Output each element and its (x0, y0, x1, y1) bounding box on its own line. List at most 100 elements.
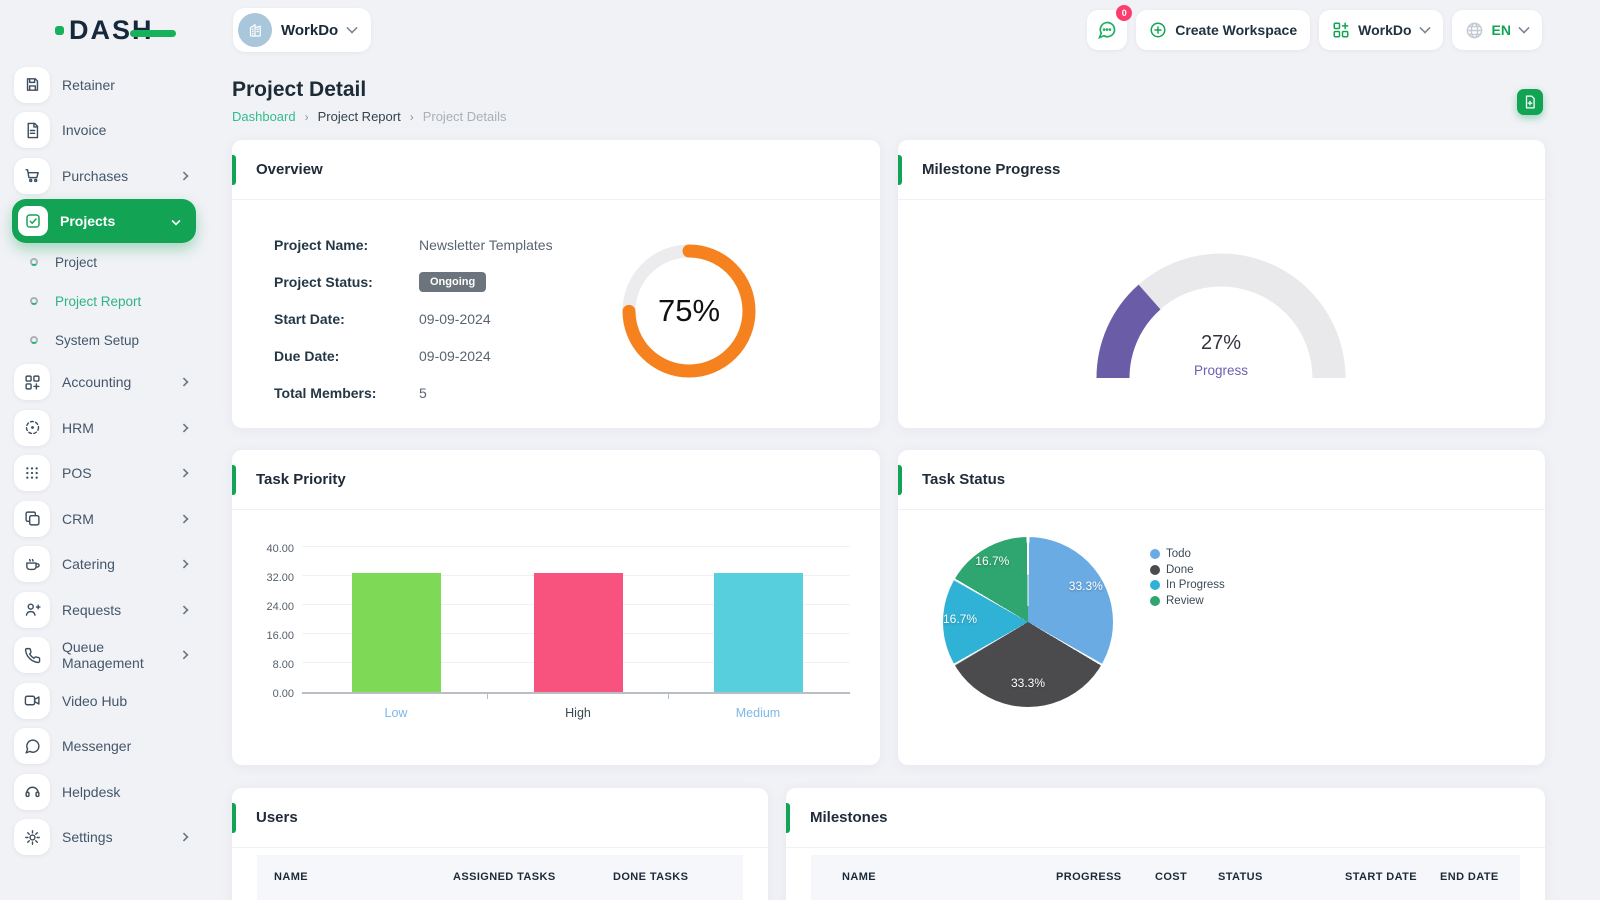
workspace-name: WorkDo (281, 21, 339, 39)
messages-button[interactable]: 0 (1087, 5, 1133, 50)
sidebar-subitem-project-report[interactable]: Project Report (0, 282, 220, 321)
video-icon (14, 682, 50, 719)
milestone-gauge-arc (1096, 253, 1346, 379)
retainer-icon (14, 66, 50, 103)
chevron-right-icon (179, 514, 189, 524)
priority-bar (534, 572, 623, 692)
task-status-card: Task Status 33.3% 33.3% 16.7% 16.7% Todo… (898, 450, 1545, 765)
bullet-icon (30, 258, 38, 266)
breadcrumb-separator: › (304, 109, 309, 124)
logo[interactable]: DASH (0, 15, 220, 46)
milestones-card: Milestones NAME PROGRESS COST STATUS STA… (786, 788, 1545, 900)
milestones-card-title: Milestones (810, 809, 888, 826)
chevron-down-icon (1418, 22, 1431, 34)
overview-card-title: Overview (256, 161, 323, 178)
sidebar-item-crm[interactable]: CRM (0, 496, 220, 542)
legend-item: Done (1150, 562, 1225, 578)
chevron-right-icon (179, 650, 189, 660)
user-plus-icon (14, 591, 50, 628)
pie-slice-label: 33.3% (1010, 676, 1046, 691)
milestones-col-start-date: START DATE (1345, 871, 1418, 883)
logo-dash-icon (129, 29, 176, 37)
sidebar-item-helpdesk[interactable]: Helpdesk (0, 769, 220, 815)
sidebar-item-pos[interactable]: POS (0, 451, 220, 497)
sidebar-item-settings[interactable]: Settings (0, 815, 220, 861)
workdo-menu-button[interactable]: WorkDo (1319, 10, 1443, 50)
chevron-right-icon (179, 559, 189, 569)
task-priority-card-title: Task Priority (256, 471, 346, 488)
sidebar-item-hrm[interactable]: HRM (0, 405, 220, 451)
sidebar-subitem-project[interactable]: Project (0, 243, 220, 282)
priority-bar-label: Medium (735, 706, 781, 720)
gear-icon (14, 819, 50, 856)
chevron-down-icon (1518, 22, 1530, 34)
sidebar-item-invoice[interactable]: Invoice (0, 108, 220, 154)
copy-icon (14, 500, 50, 537)
breadcrumb-current: Project Details (422, 109, 507, 124)
grid-plus-icon (14, 364, 50, 401)
priority-bar (714, 572, 803, 692)
sidebar-item-accounting[interactable]: Accounting (0, 360, 220, 406)
users-card-title: Users (256, 809, 298, 826)
chevron-down-icon (346, 22, 358, 34)
breadcrumb-separator: › (409, 109, 414, 124)
cup-icon (14, 546, 50, 583)
users-table-header: NAME ASSIGNED TASKS DONE TASKS (257, 855, 743, 900)
language-selector[interactable]: EN (1451, 10, 1542, 50)
check-square-icon (18, 205, 48, 236)
sidebar-item-retainer[interactable]: Retainer (0, 62, 220, 108)
gauge-sublabel: Progress (1193, 363, 1249, 378)
sidebar-item-requests[interactable]: Requests (0, 587, 220, 633)
chevron-right-icon (179, 423, 189, 433)
milestones-col-progress: PROGRESS (1056, 871, 1122, 883)
legend-dot (1150, 580, 1160, 591)
task-status-card-title: Task Status (922, 471, 1006, 488)
legend-item: Review (1150, 593, 1225, 609)
milestones-table-header: NAME PROGRESS COST STATUS START DATE END… (811, 855, 1520, 900)
export-button[interactable] (1517, 89, 1543, 115)
bullet-icon (30, 336, 38, 344)
sidebar-item-video-hub[interactable]: Video Hub (0, 678, 220, 724)
sidebar-subitem-system-setup[interactable]: System Setup (0, 321, 220, 360)
overview-field-due-date: Due Date: 09-09-2024 (274, 347, 491, 364)
sidebar-item-purchases[interactable]: Purchases (0, 153, 220, 199)
pie-slice-label: 33.3% (1068, 579, 1103, 594)
create-workspace-button[interactable]: Create Workspace (1136, 10, 1311, 50)
sidebar-item-queue-management[interactable]: Queue Management (0, 633, 220, 679)
breadcrumb-dashboard[interactable]: Dashboard (232, 109, 296, 124)
overview-donut-chart: 75% (619, 241, 759, 381)
axis-tick (487, 694, 488, 699)
chat-icon (1098, 21, 1116, 39)
workspace-selector[interactable]: WorkDo (233, 8, 372, 52)
chevron-right-icon (179, 468, 189, 478)
bullet-icon (30, 297, 38, 305)
y-tick: 24.00 (266, 601, 294, 613)
priority-bar-label: Low (384, 706, 408, 720)
sidebar-item-messenger[interactable]: Messenger (0, 724, 220, 770)
overview-field-start-date: Start Date: 09-09-2024 (274, 310, 491, 327)
pie-slice-label: 16.7% (942, 611, 978, 626)
chevron-right-icon (179, 832, 189, 842)
milestone-progress-card: Milestone Progress 27% Progress (898, 140, 1545, 428)
priority-bar (352, 572, 441, 692)
sidebar-item-projects[interactable]: Projects (12, 198, 196, 243)
bar-plot-area (302, 546, 850, 699)
milestones-col-cost: COST (1155, 871, 1188, 883)
pie-legend: Todo Done In Progress Review (1150, 546, 1225, 609)
task-priority-card: Task Priority 40.00 32.00 24.00 16.00 8.… (232, 450, 880, 765)
users-col-done-tasks: DONE TASKS (613, 871, 689, 883)
headset-icon (14, 773, 50, 810)
invoice-icon (14, 112, 50, 149)
main-content: Project Detail Dashboard › Project Repor… (232, 60, 1545, 900)
chevron-right-icon (179, 605, 189, 615)
legend-item: Todo (1150, 546, 1225, 562)
logo-dot-icon (55, 25, 64, 35)
language-label: EN (1491, 22, 1511, 38)
legend-dot (1150, 548, 1160, 559)
focus-circle-icon (14, 409, 50, 446)
status-badge: Ongoing (419, 271, 487, 292)
users-col-assigned-tasks: ASSIGNED TASKS (453, 871, 556, 883)
breadcrumb-project-report[interactable]: Project Report (317, 109, 401, 124)
phone-icon (14, 637, 50, 674)
sidebar-item-catering[interactable]: Catering (0, 542, 220, 588)
